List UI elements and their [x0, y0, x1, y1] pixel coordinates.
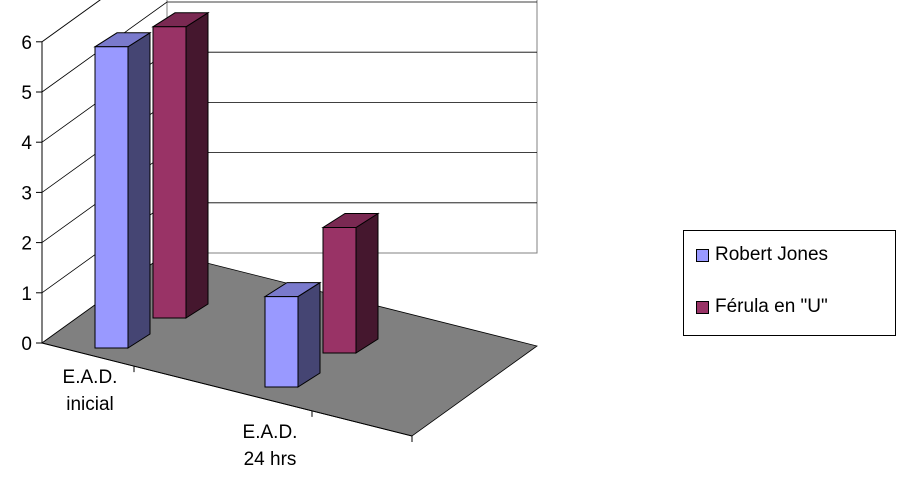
x-tick-label-line: E.A.D. [63, 367, 118, 388]
gridline [41, 0, 101, 43]
y-tick-label: 1 [21, 284, 32, 305]
bar-side [127, 31, 151, 349]
bar [263, 281, 322, 388]
legend-item-robert-jones: Robert Jones [696, 243, 828, 267]
bars [93, 11, 380, 388]
x-tick-label: E.A.D. inicial [63, 367, 118, 415]
bar [321, 212, 380, 354]
y-tick-label: 6 [21, 33, 32, 54]
legend-swatch-robert-jones [696, 248, 709, 262]
bar-front [152, 26, 187, 319]
bar [151, 11, 210, 319]
bar-side [185, 11, 209, 319]
y-tick-label: 4 [21, 133, 32, 154]
bar-front [264, 296, 299, 388]
y-tick-label: 0 [21, 334, 32, 355]
bar-side [355, 212, 379, 354]
y-axis: 0 1 2 3 4 5 6 [21, 33, 43, 355]
x-tick-label-line: inicial [66, 394, 114, 415]
bar-front [94, 46, 129, 349]
legend-label-ferula-en-u: Férula en "U" [715, 296, 828, 317]
y-tick-label: 5 [21, 83, 32, 104]
x-tick-label: E.A.D. 24 hrs [243, 422, 298, 470]
bar-side [297, 281, 321, 388]
legend-item-ferula-en-u: Férula en "U" [696, 295, 828, 319]
x-axis-line [41, 342, 413, 437]
legend-label-robert-jones: Robert Jones [715, 244, 829, 265]
x-tick-label-line: 24 hrs [244, 449, 297, 470]
legend-swatch-ferula-en-u [696, 300, 709, 314]
gridline [41, 1, 537, 93]
y-tick-label: 3 [21, 183, 32, 204]
bar-front [322, 227, 357, 354]
bar [93, 31, 152, 349]
x-axis: E.A.D. inicial E.A.D. 24 hrs [41, 342, 413, 470]
legend: Robert Jones Férula en "U" [683, 230, 896, 336]
y-tick-label: 2 [21, 234, 32, 255]
x-tick-label-line: E.A.D. [243, 422, 298, 443]
